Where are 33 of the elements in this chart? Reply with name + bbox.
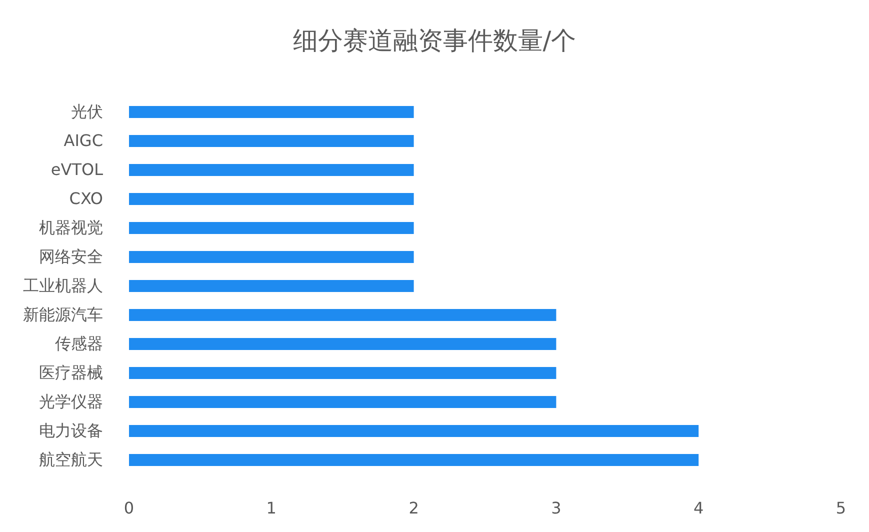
- bar: [129, 193, 414, 205]
- bar: [129, 280, 414, 292]
- y-tick-label: 机器视觉: [39, 218, 103, 238]
- bar: [129, 106, 414, 118]
- x-tick-label: 3: [551, 498, 562, 518]
- bar: [129, 454, 699, 466]
- y-tick-label: 医疗器械: [39, 363, 103, 382]
- bar: [129, 367, 556, 379]
- y-tick-label: 传感器: [55, 334, 103, 354]
- y-tick-label: 光学仪器: [39, 392, 103, 412]
- x-tick-label: 2: [408, 498, 419, 518]
- bar: [129, 222, 414, 234]
- x-tick-label: 4: [694, 498, 704, 518]
- y-tick-label: 电力设备: [39, 421, 103, 440]
- bar: [129, 135, 414, 147]
- chart-title: 细分赛道融资事件数量/个: [292, 25, 578, 57]
- y-tick-label: eVTOL: [50, 160, 104, 180]
- y-tick-label: 新能源汽车: [23, 305, 103, 324]
- y-tick-label: 光伏: [71, 102, 103, 122]
- bar: [129, 309, 556, 321]
- y-tick-label: CXO: [69, 189, 103, 208]
- bar: [129, 425, 699, 437]
- y-tick-label: 航空航天: [39, 450, 103, 470]
- x-tick-label: 1: [266, 498, 276, 518]
- bar: [129, 251, 414, 263]
- bar: [129, 338, 556, 350]
- y-tick-label: AIGC: [64, 131, 103, 150]
- y-tick-label: 工业机器人: [23, 276, 103, 296]
- y-tick-label: 网络安全: [39, 247, 103, 266]
- bar: [129, 164, 414, 176]
- bar: [129, 396, 556, 408]
- x-tick-label: 0: [124, 498, 134, 518]
- x-tick-label: 5: [836, 498, 846, 518]
